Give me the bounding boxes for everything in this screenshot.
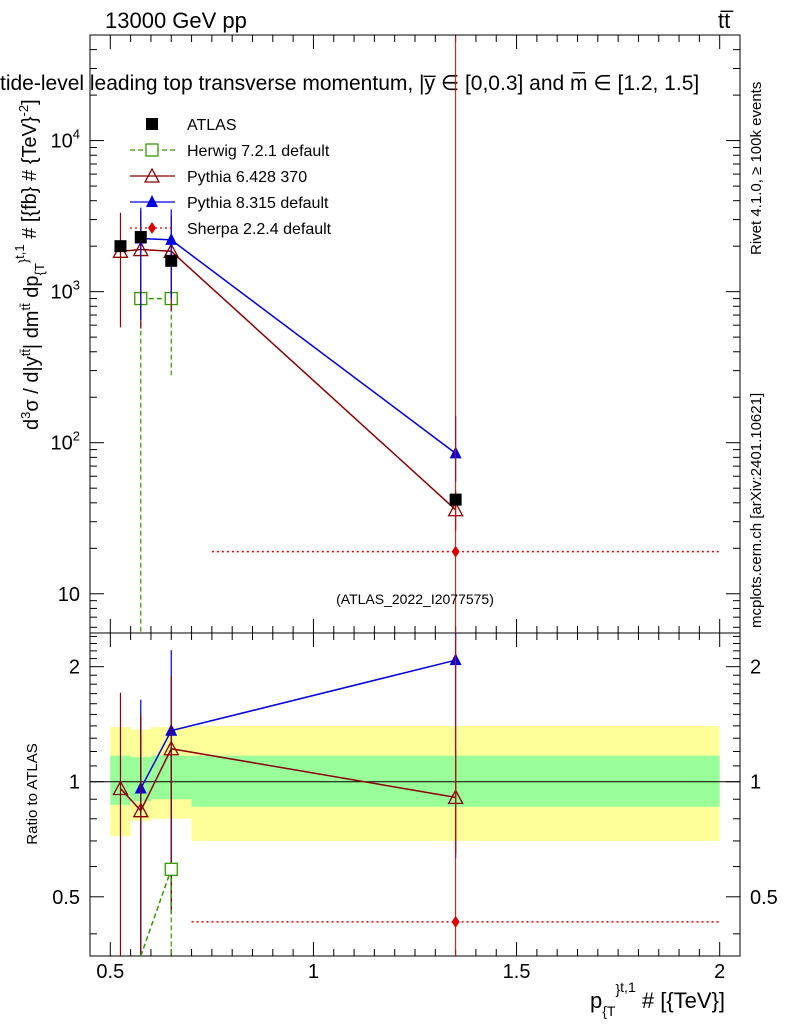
series-line-ratio bbox=[119, 747, 456, 812]
plot-title: tide-level leading top transverse moment… bbox=[0, 72, 699, 95]
legend-label: ATLAS bbox=[187, 117, 237, 134]
y-tick-label-ratio: 0.5 bbox=[52, 887, 80, 909]
process-label: tt̅ bbox=[718, 8, 734, 33]
svg-text:d3σ / d|ytt̄| dmtt̄ dp{T}t,1 #: d3σ / d|ytt̄| dmtt̄ dp{T}t,1 # [{fb} # {… bbox=[12, 99, 47, 430]
energy-label: 13000 GeV pp bbox=[105, 8, 247, 33]
x-axis-label: p{T}t,1 # [{TeV}] bbox=[590, 979, 725, 1019]
legend: ATLAS Herwig 7.2.1 default Pythia 6.428 37… bbox=[130, 117, 332, 238]
data-point-ratio bbox=[163, 740, 180, 756]
series-line-main bbox=[140, 237, 457, 454]
series-line-main bbox=[120, 248, 457, 511]
x-tick-label: 1 bbox=[308, 961, 319, 983]
axis-ticks: 0.5 1 1.5 2 10 102 103 104 0.5 0.5 1 1 2 2 bbox=[51, 34, 778, 983]
legend-marker bbox=[146, 118, 158, 130]
data-point-ratio bbox=[451, 915, 460, 928]
data-point-main bbox=[451, 545, 460, 558]
data-point-main bbox=[449, 493, 462, 506]
data-point-main bbox=[114, 240, 127, 253]
data-point-ratio bbox=[132, 802, 149, 818]
ratio-bands bbox=[90, 725, 740, 841]
ratio-y-label: Ratio to ATLAS bbox=[24, 743, 41, 844]
legend-marker bbox=[148, 222, 156, 234]
data-point-main bbox=[165, 232, 178, 245]
y-tick-label-ratio-right: 2 bbox=[750, 657, 761, 679]
legend-marker bbox=[145, 143, 159, 157]
x-tick-label: 2 bbox=[714, 961, 725, 983]
legend-marker bbox=[143, 167, 161, 183]
data-point-ratio bbox=[164, 862, 178, 876]
mcplots-label: mcplots.cern.ch [arXiv:2401.10621] bbox=[748, 393, 765, 628]
watermark: (ATLAS_2022_I2077575) bbox=[336, 591, 494, 607]
y-tick-exponent: 2 bbox=[73, 429, 80, 444]
y-tick-label-ratio: 1 bbox=[69, 772, 80, 794]
y-tick-exponent: 3 bbox=[73, 278, 80, 293]
series-line-ratio bbox=[140, 869, 172, 957]
x-tick-label: 0.5 bbox=[96, 961, 124, 983]
rivet-label: Rivet 4.1.0, ≥ 100k events bbox=[748, 82, 765, 255]
data-marks bbox=[112, 37, 720, 957]
data-point-main bbox=[165, 254, 178, 267]
y-tick-label-ratio-right: 1 bbox=[750, 772, 761, 794]
x-tick-label: 1.5 bbox=[503, 961, 531, 983]
legend-label: Pythia 6.428 370 bbox=[187, 169, 307, 186]
legend-label: Sherpa 2.2.4 default bbox=[187, 221, 332, 238]
svg-text:p{T}t,1 # [{TeV}]: p{T}t,1 # [{TeV}] bbox=[590, 979, 725, 1019]
data-point-main bbox=[134, 231, 147, 244]
legend-label: Pythia 8.315 default bbox=[187, 195, 329, 212]
y-tick-label-ratio: 2 bbox=[69, 657, 80, 679]
y-tick-label-main: 102 bbox=[51, 429, 80, 455]
y-tick-label-main: 104 bbox=[51, 127, 80, 153]
y-tick-label-ratio-right: 0.5 bbox=[750, 887, 778, 909]
y-tick-label-main: 103 bbox=[51, 278, 80, 304]
legend-label: Herwig 7.2.1 default bbox=[187, 143, 330, 160]
legend-marker bbox=[146, 195, 158, 207]
main-y-label: d3σ / d|ytt̄| dmtt̄ dp{T}t,1 # [{fb} # {… bbox=[12, 99, 47, 430]
y-tick-label-main: 10 bbox=[58, 584, 80, 606]
data-point-ratio bbox=[112, 780, 129, 796]
y-tick-exponent: 4 bbox=[73, 127, 80, 142]
